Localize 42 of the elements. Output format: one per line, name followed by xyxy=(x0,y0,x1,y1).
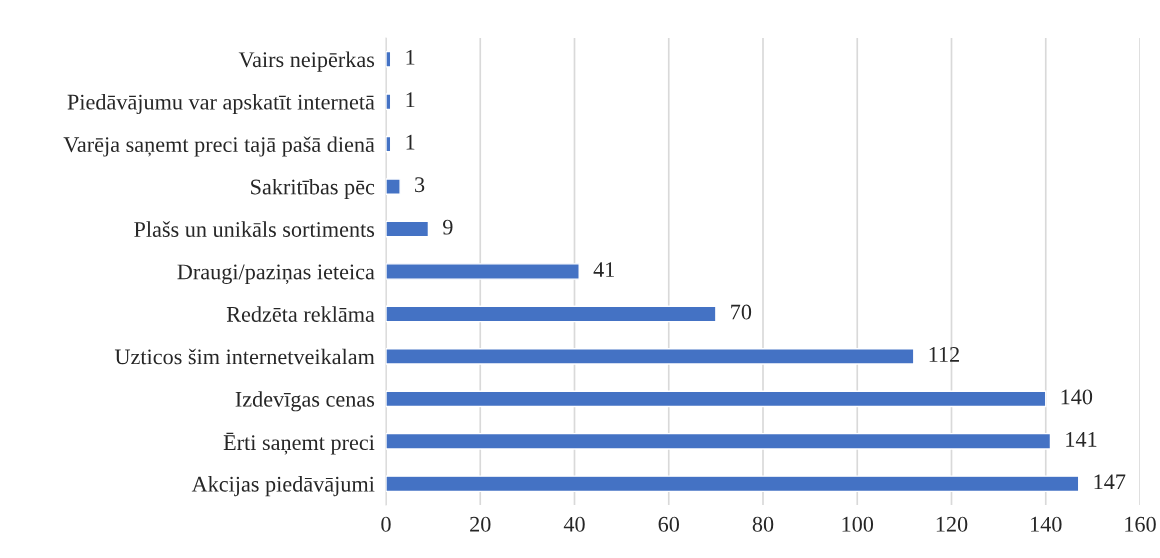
y-tick-label: Vairs neipērkas xyxy=(238,51,375,72)
y-tick-label: Piedāvājumu var apskatīt internetā xyxy=(67,93,375,115)
bar xyxy=(386,220,430,238)
bar xyxy=(386,135,392,153)
y-tick-label: Izdevīgas cenas xyxy=(235,391,375,412)
data-label: 1 xyxy=(406,49,415,65)
data-label: 1 xyxy=(406,134,415,150)
x-tick-label: 80 xyxy=(752,516,774,532)
bar xyxy=(386,50,392,68)
bar xyxy=(386,432,1052,450)
data-label: 140 xyxy=(1061,389,1093,405)
y-tick-label: Redzēta reklāma xyxy=(226,306,375,322)
x-tick-label: 0 xyxy=(381,516,391,532)
data-label: 41 xyxy=(593,262,614,277)
x-tick-label: 120 xyxy=(936,516,968,532)
data-label: 9 xyxy=(443,219,453,235)
data-label: 147 xyxy=(1094,474,1126,490)
y-tick-label: Ērti saņemt preci xyxy=(223,432,375,455)
data-label: 112 xyxy=(929,347,959,362)
bar xyxy=(386,93,392,111)
data-label: 141 xyxy=(1066,431,1097,447)
x-tick-label: 40 xyxy=(563,516,585,532)
x-tick-label: 100 xyxy=(842,516,874,532)
x-tick-label: 60 xyxy=(658,516,680,532)
bar xyxy=(386,475,1080,493)
y-tick-label: Draugi/paziņas ieteica xyxy=(177,264,375,284)
bar xyxy=(386,348,915,365)
y-tick-label: Akcijas piedāvājumi xyxy=(191,476,375,497)
data-label: 3 xyxy=(415,177,425,193)
y-tick-label: Plašs un unikāls sortiments xyxy=(134,221,375,237)
y-tick-label: Sakritības pēc xyxy=(251,178,375,200)
data-label: 70 xyxy=(731,304,752,320)
bar xyxy=(386,305,717,323)
x-tick-label: 20 xyxy=(470,516,491,532)
bar xyxy=(386,390,1047,408)
y-tick-label: Uzticos šim internetveikalam xyxy=(114,348,375,365)
x-tick-label: 160 xyxy=(1125,516,1156,532)
data-label: 1 xyxy=(406,92,415,108)
bar xyxy=(386,263,580,280)
bar xyxy=(386,178,401,195)
y-tick-label: Varēja saņemt preci tajā pašā dienā xyxy=(63,136,375,157)
x-tick-label: 140 xyxy=(1031,516,1062,532)
